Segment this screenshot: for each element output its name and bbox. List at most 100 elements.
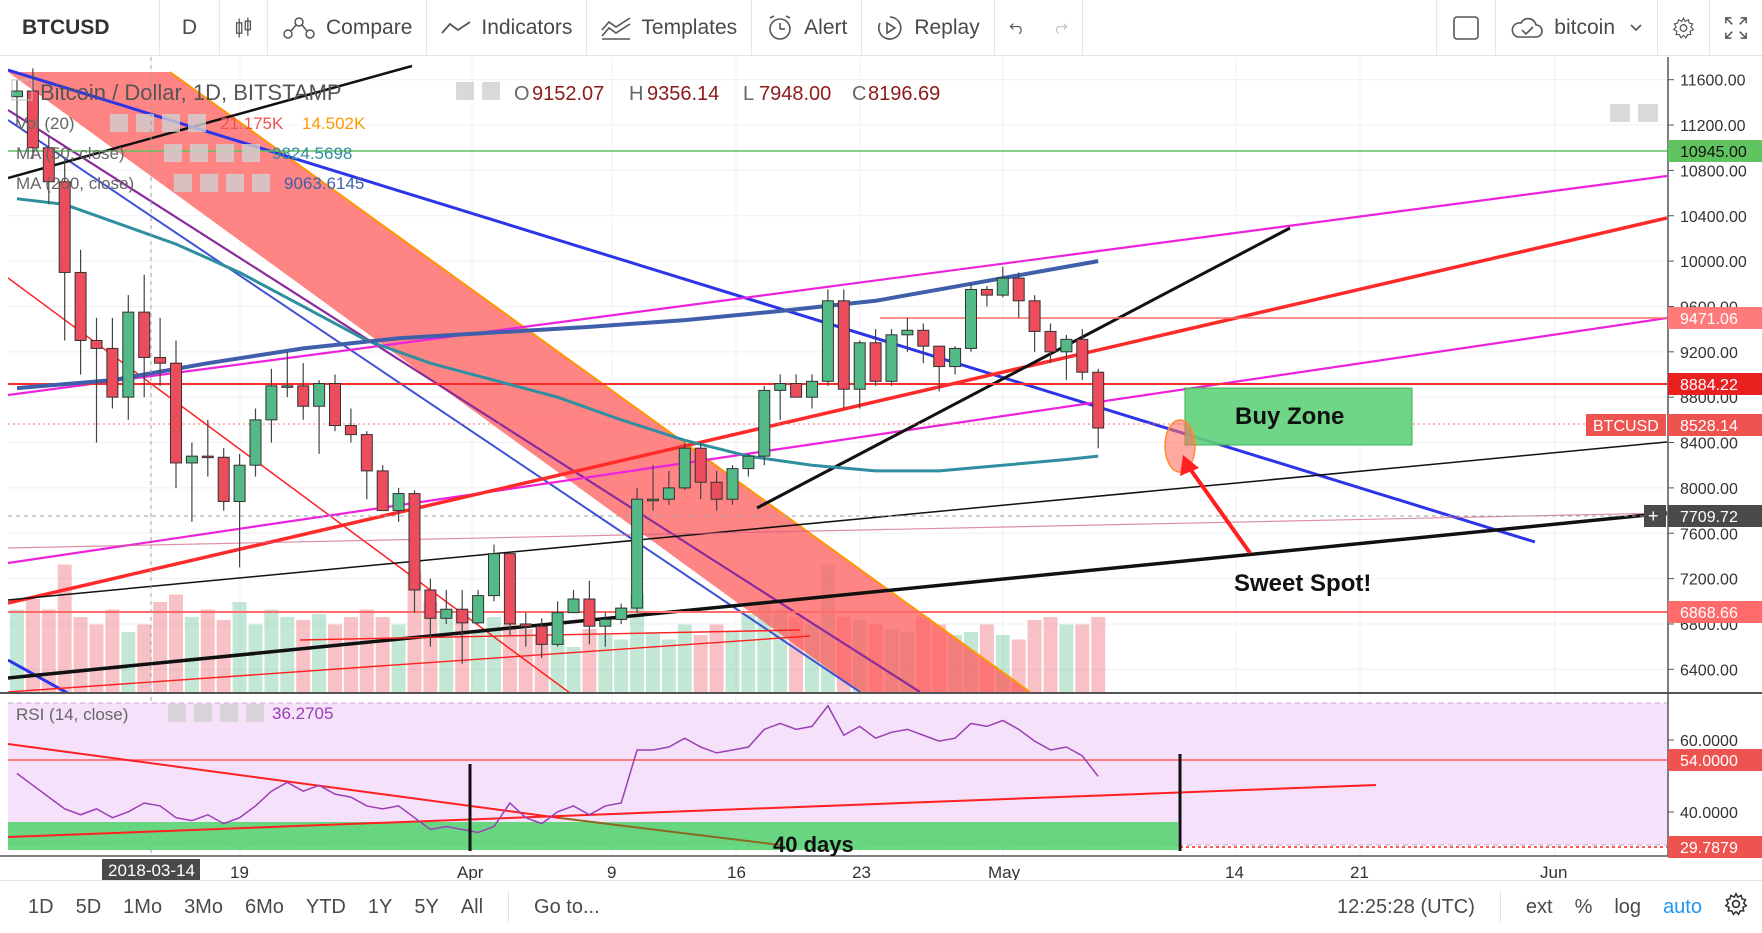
rsi-tag-54: 54.0000	[1680, 753, 1738, 770]
candle-body	[885, 334, 898, 382]
replay-button[interactable]: Replay	[862, 0, 995, 56]
compare-label: Compare	[326, 15, 413, 39]
range-1d-button[interactable]: 1D	[28, 895, 54, 918]
candle-body	[11, 90, 23, 98]
rsi-red-downtrend	[8, 743, 561, 819]
vol-value-1: 21.175K	[220, 114, 284, 133]
magenta-lower-line	[8, 316, 1667, 565]
maximize-button[interactable]	[1710, 0, 1762, 56]
red-support-line	[8, 216, 1667, 605]
volume-bar	[359, 609, 374, 692]
candle-body	[58, 181, 71, 273]
price-axis[interactable]: 11600.00 11200.00 10800.00 10400.00 10000.00…	[1668, 73, 1747, 680]
indicators-button[interactable]: Indicators	[427, 0, 588, 56]
candle-body	[503, 553, 516, 625]
undo-icon	[1009, 22, 1022, 34]
top-toolbar: BTCUSD D Compare Indicators Templates Al…	[0, 0, 1762, 56]
candle-body	[313, 383, 326, 407]
range-1y-button[interactable]: 1Y	[367, 895, 393, 918]
range-ytd-button[interactable]: YTD	[305, 895, 346, 918]
volume-bar	[1011, 639, 1026, 692]
time-label-jun: Jun	[1540, 863, 1567, 880]
candle-body	[392, 493, 405, 512]
tag-10945: 10945.00	[1680, 144, 1747, 161]
volume-bar	[137, 624, 152, 692]
volume-bar	[25, 599, 40, 692]
volume-bar	[121, 632, 136, 692]
volume-bar	[232, 602, 247, 692]
range-5y-button[interactable]: 5Y	[414, 895, 439, 918]
rsi-tag-29: 29.7879	[1680, 840, 1738, 857]
price-chart[interactable]: Buy Zone Bitcoin / Dollar, 1D, BITSTAMP …	[0, 57, 1762, 880]
fullscreen-toggle-button[interactable]	[1436, 0, 1497, 56]
symbol-search-button[interactable]: BTCUSD	[0, 0, 160, 56]
time-axis[interactable]: 2018-03-14 19 Apr 9 16 23 May 14 21 Jun	[102, 859, 1567, 880]
alert-button[interactable]: Alert	[752, 0, 863, 56]
time-label-16: 16	[727, 863, 746, 880]
legend-high: 9356.14	[647, 83, 719, 105]
candles	[11, 68, 1105, 664]
percent-scale-toggle[interactable]: %	[1574, 895, 1593, 918]
cloud-layout-button[interactable]: bitcoin	[1496, 0, 1658, 56]
volume-bar	[1091, 617, 1106, 692]
undo-button[interactable]	[995, 0, 1039, 56]
volume-bar	[598, 635, 613, 692]
legend-close: 8196.69	[868, 83, 940, 105]
black-thick-support	[8, 511, 1667, 680]
gear-icon	[1724, 891, 1748, 916]
time-label-14: 14	[1225, 863, 1244, 880]
auto-scale-toggle[interactable]: auto	[1663, 895, 1702, 918]
extended-hours-toggle[interactable]: ext	[1525, 895, 1553, 918]
volume-bar	[534, 635, 549, 692]
range-6mo-button[interactable]: 6Mo	[244, 895, 284, 918]
candle-body	[1092, 371, 1105, 429]
legend-low: 7948.00	[759, 83, 831, 105]
goto-date-button[interactable]: Go to...	[534, 895, 600, 918]
range-5d-button[interactable]: 5D	[75, 895, 102, 918]
volume-bar	[566, 647, 581, 692]
candle-body	[360, 434, 373, 472]
log-scale-toggle[interactable]: log	[1614, 895, 1642, 918]
black-rising-wedge	[756, 226, 1291, 510]
volume-bar	[677, 624, 692, 692]
compare-button[interactable]: Compare	[268, 0, 428, 56]
volume-bar	[725, 632, 740, 692]
chart-style-button[interactable]	[220, 0, 268, 56]
candle-body	[185, 455, 198, 464]
time-label-9: 9	[607, 863, 616, 880]
legend: Bitcoin / Dollar, 1D, BITSTAMP O 9152.07…	[11, 79, 1658, 193]
divider	[508, 892, 510, 922]
crosshair-plus-icon[interactable]: +	[1648, 506, 1659, 526]
settings-button[interactable]	[1658, 0, 1710, 56]
rsi-tick-40: 40.0000	[1680, 805, 1738, 822]
candle-body	[1060, 338, 1073, 353]
range-3mo-button[interactable]: 3Mo	[184, 895, 223, 918]
price-tick-label: 8400.00	[1680, 436, 1738, 453]
candles-icon	[235, 17, 252, 37]
candle-body	[806, 380, 818, 398]
price-tick-label: 7200.00	[1680, 572, 1738, 589]
candle-body	[917, 329, 930, 347]
volume-bar	[439, 609, 454, 692]
price-tick-label: 7600.00	[1680, 526, 1738, 543]
volume-bar	[312, 614, 327, 692]
range-all-button[interactable]: All	[460, 895, 484, 918]
candle-body	[249, 419, 262, 466]
descending-channel-fill	[8, 72, 1030, 692]
candle-body	[837, 300, 850, 390]
utc-clock[interactable]: 12:25:28 (UTC)	[1337, 895, 1475, 918]
rsi-axis[interactable]: 60.0000 40.0000 54.0000 29.7879	[1668, 733, 1762, 858]
templates-button[interactable]: Templates	[587, 0, 753, 56]
time-label-23: 23	[852, 863, 871, 880]
redo-button[interactable]	[1039, 0, 1083, 56]
volume-bar	[407, 572, 422, 692]
candle-body	[583, 598, 596, 627]
candle-body	[567, 598, 580, 614]
price-tick-label: 9200.00	[1680, 345, 1738, 362]
volume-bar	[1043, 617, 1058, 692]
candle-body	[376, 470, 389, 512]
chart-settings-button[interactable]	[1713, 891, 1762, 922]
range-1mo-button[interactable]: 1Mo	[123, 895, 163, 918]
candle-body	[281, 385, 294, 388]
interval-button[interactable]: D	[160, 0, 220, 56]
